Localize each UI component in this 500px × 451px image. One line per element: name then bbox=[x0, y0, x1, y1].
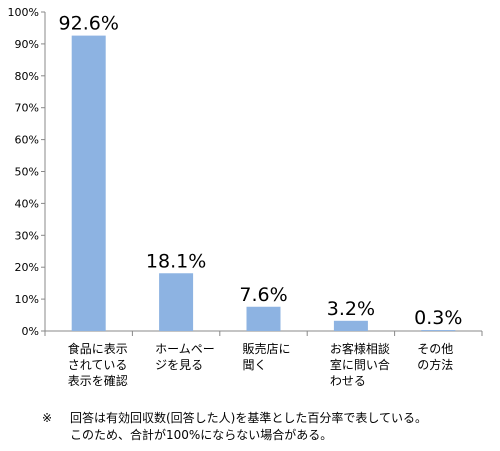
y-tick-label: 0% bbox=[22, 325, 39, 338]
data-label: 18.1% bbox=[146, 250, 206, 272]
x-tick-label-line: 表示を確認 bbox=[68, 373, 128, 388]
bar bbox=[246, 306, 281, 331]
footnote-text-1: 回答は有効回収数(回答した人)を基準とした百分率で表している。 bbox=[70, 411, 428, 425]
x-tick-label-line: 食品に表示 bbox=[68, 341, 128, 356]
x-tick-label-line: ホームペー bbox=[155, 342, 215, 356]
x-tick-label-line: お客様相談 bbox=[330, 341, 390, 356]
x-tick-label: お客様相談室に問い合わせる bbox=[330, 341, 390, 388]
x-tick-label-line: その他 bbox=[417, 342, 453, 356]
data-label: 92.6% bbox=[59, 13, 119, 35]
x-tick-label-line: されている bbox=[68, 358, 128, 372]
data-label: 3.2% bbox=[327, 298, 375, 320]
x-tick-label: 食品に表示されている表示を確認 bbox=[68, 341, 128, 388]
y-tick-label: 100% bbox=[8, 6, 39, 19]
y-tick-label: 60% bbox=[15, 134, 39, 147]
y-tick-label: 70% bbox=[15, 102, 39, 115]
x-tick-label: その他の方法 bbox=[417, 342, 453, 372]
y-tick-label: 20% bbox=[15, 261, 39, 274]
x-tick-label-line: わせる bbox=[330, 374, 366, 388]
data-label: 0.3% bbox=[414, 307, 462, 329]
data-label: 7.6% bbox=[239, 284, 287, 306]
x-tick-label-line: ジを見る bbox=[155, 358, 203, 372]
footnote-mark: ※ bbox=[42, 411, 53, 425]
bar bbox=[159, 273, 194, 331]
y-tick-label: 40% bbox=[15, 197, 39, 210]
x-tick-label-line: の方法 bbox=[417, 357, 453, 372]
x-tick-label: ホームページを見る bbox=[155, 342, 215, 372]
footnote: ※ 回答は有効回収数(回答した人)を基準とした百分率で表している。 このため、合計… bbox=[42, 410, 427, 444]
footnote-line-2: このため、合計が100%にならない場合がある。 bbox=[70, 428, 333, 442]
bar bbox=[333, 320, 368, 331]
y-tick-label: 80% bbox=[15, 70, 39, 83]
x-tick-label: 販売店に聞く bbox=[243, 341, 291, 372]
y-tick-label: 90% bbox=[15, 38, 39, 51]
bar bbox=[71, 35, 106, 332]
y-tick-label: 10% bbox=[15, 293, 39, 306]
footnote-line-1: ※ 回答は有効回収数(回答した人)を基準とした百分率で表している。 bbox=[42, 410, 427, 427]
y-tick-label: 30% bbox=[15, 229, 39, 242]
y-tick-label: 50% bbox=[15, 166, 39, 179]
bar bbox=[421, 330, 456, 331]
x-tick-label-line: 販売店に bbox=[243, 341, 291, 356]
x-tick-label-line: 室に問い合 bbox=[330, 357, 390, 372]
x-tick-label-line: 聞く bbox=[243, 358, 267, 372]
